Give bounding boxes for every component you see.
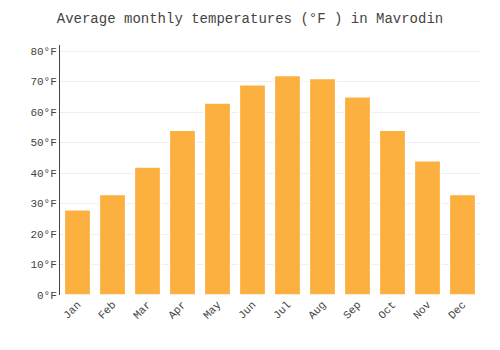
svg-text:50°F: 50°F bbox=[30, 137, 56, 149]
svg-text:Aug: Aug bbox=[306, 299, 328, 321]
svg-text:80°F: 80°F bbox=[30, 46, 56, 58]
svg-text:Jun: Jun bbox=[236, 299, 258, 321]
svg-text:30°F: 30°F bbox=[30, 198, 56, 210]
svg-text:Dec: Dec bbox=[446, 299, 468, 321]
svg-text:40°F: 40°F bbox=[30, 168, 56, 180]
svg-text:Oct: Oct bbox=[376, 299, 398, 321]
svg-text:60°F: 60°F bbox=[30, 107, 56, 119]
svg-text:May: May bbox=[201, 299, 224, 322]
svg-text:Jul: Jul bbox=[271, 299, 293, 321]
svg-text:Mar: Mar bbox=[131, 299, 153, 321]
svg-text:Nov: Nov bbox=[411, 299, 434, 322]
svg-text:70°F: 70°F bbox=[30, 76, 56, 88]
svg-text:0°F: 0°F bbox=[37, 290, 57, 302]
svg-text:Feb: Feb bbox=[96, 299, 118, 321]
svg-text:Sep: Sep bbox=[341, 299, 363, 321]
svg-text:Average monthly temperatures (: Average monthly temperatures (°F ) in Ma… bbox=[57, 11, 443, 27]
svg-text:Apr: Apr bbox=[166, 299, 188, 321]
svg-text:20°F: 20°F bbox=[30, 229, 56, 241]
svg-text:Jan: Jan bbox=[61, 299, 83, 321]
svg-text:10°F: 10°F bbox=[30, 259, 56, 271]
